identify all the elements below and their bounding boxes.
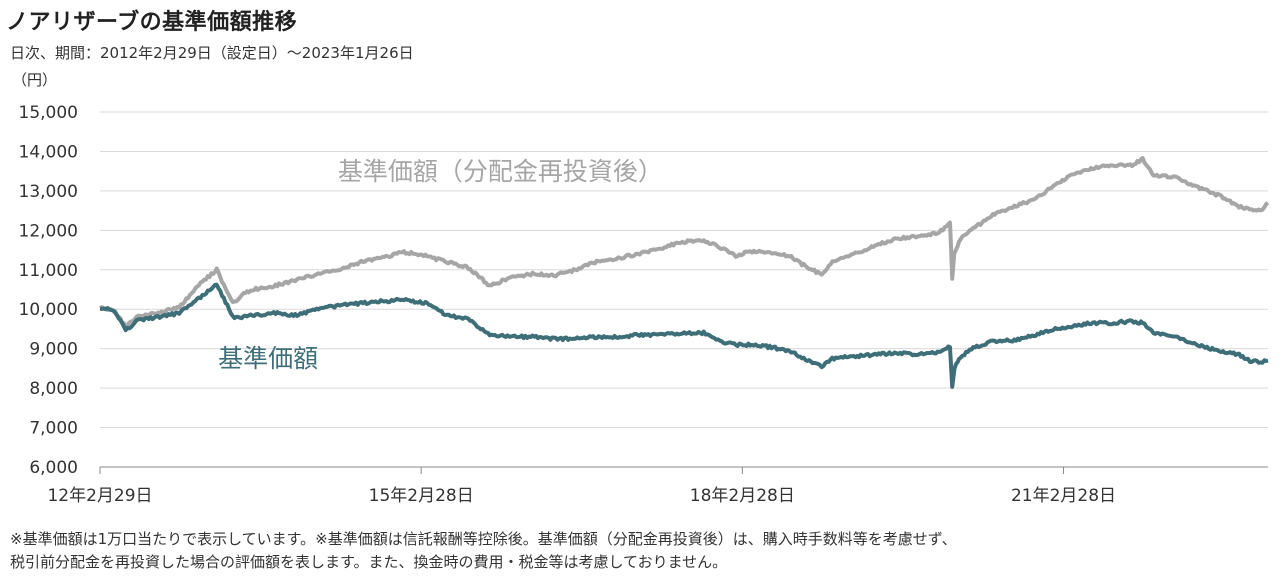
x-tick-label: 12年2月29日 [47, 486, 152, 506]
grid-lines [100, 111, 1268, 429]
y-tick-label: 11,000 [19, 261, 78, 281]
x-tick-label: 18年2月28日 [690, 486, 795, 506]
x-tick-label: 15年2月28日 [369, 486, 474, 506]
nav-line-chart: 6,000 7,000 8,000 9,000 10,000 11,000 12,000 13… [19, 103, 1270, 506]
y-tick-label: 8,000 [29, 379, 78, 399]
series-line-1 [99, 156, 1270, 329]
chart-subtitle: 日次、期間：2012年2月29日（設定日）～2023年1月26日 [10, 44, 414, 62]
y-tick-label: 13,000 [19, 182, 78, 202]
x-tick-label: 21年2月28日 [1011, 486, 1116, 506]
series-label-1: 基準価額（分配金再投資後） [338, 157, 663, 186]
chart-title: ノアリザーブの基準価額推移 [6, 10, 298, 35]
series-annotations: 基準価額（分配金再投資後） 基準価額 [218, 157, 663, 373]
y-tick-label: 10,000 [19, 300, 78, 320]
y-tick-label: 9,000 [29, 340, 78, 360]
y-axis-unit: （円） [12, 71, 58, 89]
y-axis-ticks: 6,000 7,000 8,000 9,000 10,000 11,000 12,000 13… [19, 103, 78, 478]
series-label-2: 基準価額 [218, 344, 318, 373]
footnote-line-1: ※基準価額は1万口当たりで表示しています。※基準価額は信託報酬等控除後。基準価額… [10, 530, 957, 548]
y-tick-label: 15,000 [19, 103, 78, 123]
y-tick-label: 14,000 [19, 142, 78, 162]
y-tick-label: 12,000 [19, 221, 78, 241]
series-lines [99, 156, 1270, 389]
x-axis: 12年2月29日 15年2月28日 18年2月28日 21年2月28日 [47, 466, 1268, 506]
y-tick-label: 7,000 [29, 419, 78, 439]
y-tick-label: 6,000 [29, 458, 78, 478]
series-line-2 [99, 282, 1269, 389]
footnote-line-2: 税引前分配金を再投資した場合の評価額を表します。また、換金時の費用・税金等は考慮… [10, 553, 728, 571]
